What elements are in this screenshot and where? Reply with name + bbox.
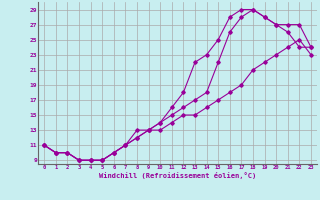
X-axis label: Windchill (Refroidissement éolien,°C): Windchill (Refroidissement éolien,°C) xyxy=(99,172,256,179)
